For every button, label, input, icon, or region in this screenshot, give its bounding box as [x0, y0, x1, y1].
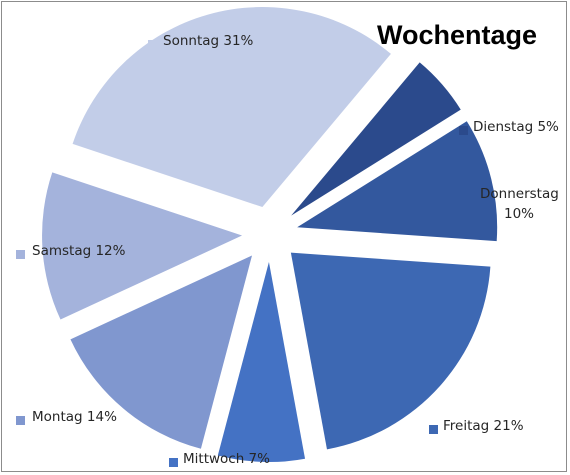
label-marker-donnerstag: [464, 193, 473, 202]
label-marker-dienstag: [459, 126, 468, 135]
data-label-donnerstag: Donnerstag: [480, 186, 559, 202]
data-label-freitag: Freitag 21%: [443, 418, 524, 434]
data-label-mittwoch: Mittwoch 7%: [183, 451, 270, 467]
pie-slice-sonntag: [72, 7, 391, 208]
pie-slice-dienstag: [291, 62, 461, 216]
data-label-samstag: Samstag 12%: [32, 243, 126, 259]
pie-slice-donnerstag: [297, 121, 498, 242]
labels-layer: Dienstag 5% Donnerstag 10% Freitag 21% Mittw…: [16, 33, 559, 467]
data-label-sonntag: Sonntag 31%: [163, 33, 254, 49]
pie-slice-montag: [70, 255, 252, 449]
label-marker-sonntag: [148, 40, 157, 49]
data-label-donnerstag: 10%: [504, 206, 534, 222]
pie-slice-freitag: [290, 252, 491, 450]
label-marker-montag: [16, 416, 25, 425]
pie-slice-mittwoch: [217, 261, 306, 462]
slices-layer: [42, 7, 498, 462]
pie-slice-samstag: [42, 172, 243, 320]
data-label-dienstag: Dienstag 5%: [473, 119, 559, 135]
label-marker-mittwoch: [169, 458, 178, 467]
label-marker-samstag: [16, 250, 25, 259]
data-label-montag: Montag 14%: [32, 409, 117, 425]
label-marker-freitag: [429, 425, 438, 434]
chart-title: Wochentage: [376, 20, 538, 50]
